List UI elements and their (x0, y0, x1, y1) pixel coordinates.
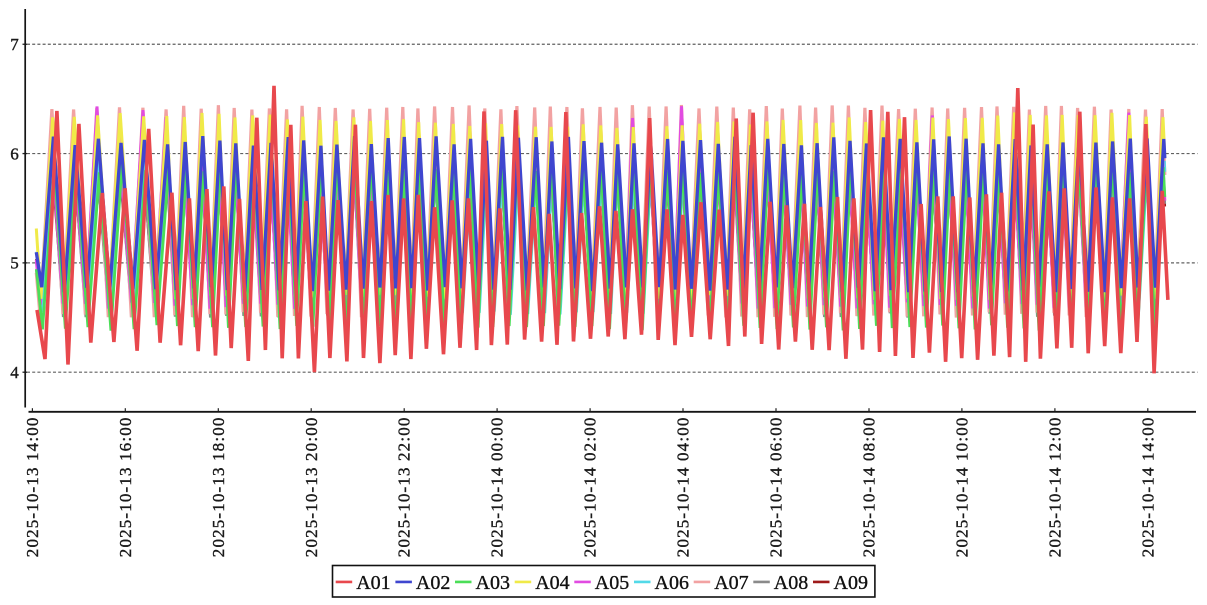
svg-text:A01: A01 (356, 572, 390, 594)
svg-text:2025-10-14 06:00: 2025-10-14 06:00 (767, 417, 786, 558)
svg-text:A07: A07 (714, 572, 748, 594)
svg-text:2025-10-13 22:00: 2025-10-13 22:00 (395, 417, 414, 558)
svg-text:5: 5 (10, 254, 19, 273)
svg-text:7: 7 (10, 35, 19, 54)
svg-text:2025-10-14 08:00: 2025-10-14 08:00 (860, 417, 879, 558)
svg-text:2025-10-13 20:00: 2025-10-13 20:00 (302, 417, 321, 558)
svg-text:A05: A05 (595, 572, 629, 594)
svg-text:6: 6 (10, 144, 19, 163)
svg-text:A04: A04 (535, 572, 569, 594)
svg-text:A02: A02 (416, 572, 450, 594)
svg-text:4: 4 (10, 363, 19, 382)
svg-text:2025-10-13 16:00: 2025-10-13 16:00 (116, 417, 135, 558)
svg-text:2025-10-13 18:00: 2025-10-13 18:00 (209, 417, 228, 558)
svg-text:2025-10-14 14:00: 2025-10-14 14:00 (1138, 417, 1157, 558)
svg-text:2025-10-14 04:00: 2025-10-14 04:00 (674, 417, 693, 558)
svg-text:A03: A03 (476, 572, 510, 594)
svg-text:2025-10-14 10:00: 2025-10-14 10:00 (952, 417, 971, 558)
svg-text:2025-10-14 12:00: 2025-10-14 12:00 (1045, 417, 1064, 558)
svg-text:2025-10-13 14:00: 2025-10-13 14:00 (23, 417, 42, 558)
svg-text:2025-10-14 00:00: 2025-10-14 00:00 (488, 417, 507, 558)
svg-text:A09: A09 (834, 572, 868, 594)
svg-text:A06: A06 (655, 572, 689, 594)
svg-text:2025-10-14 02:00: 2025-10-14 02:00 (581, 417, 600, 558)
svg-text:A08: A08 (774, 572, 808, 594)
